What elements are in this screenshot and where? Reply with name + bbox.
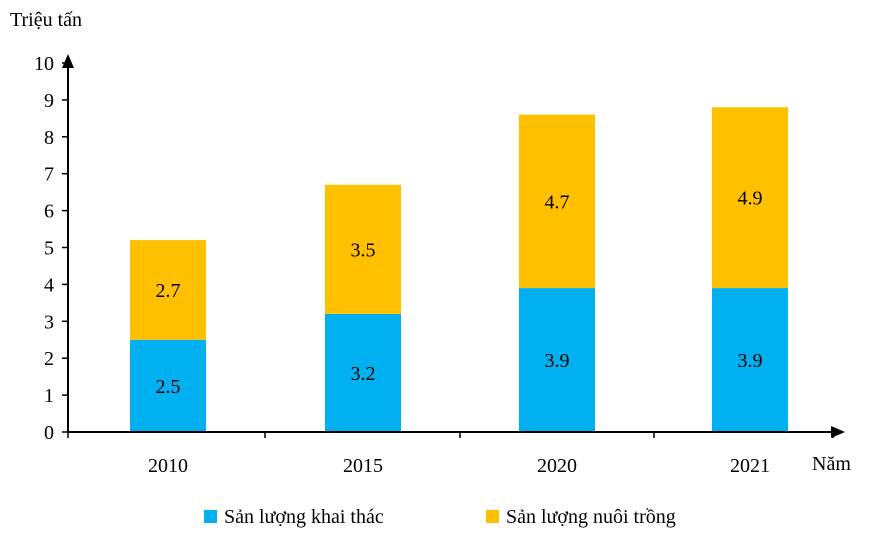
y-tick-label-2: 2 [44, 348, 54, 370]
bar-khai-thac-2015 [325, 313, 401, 432]
legend-label-khai-thac: Sản lượng khai thác [224, 506, 384, 528]
y-tick-label-9: 9 [44, 90, 54, 112]
legend-label-nuoi-trong: Sản lượng nuôi trồng [506, 506, 676, 528]
data-label-nuoi-trong-2010: 2.7 [156, 280, 181, 302]
bar-khai-thac-2020 [519, 288, 595, 432]
data-label-khai-thac-2010: 2.5 [156, 376, 181, 398]
bar-nuoi-trong-2015 [325, 184, 401, 314]
y-tick-label-1: 1 [44, 385, 54, 407]
y-tick-label-8: 8 [44, 127, 54, 149]
x-tick-label-2020: 2020 [537, 455, 577, 477]
y-axis-arrow [62, 54, 74, 68]
data-label-khai-thac-2021: 3.9 [738, 350, 763, 372]
legend-swatch-khai-thac [204, 510, 217, 523]
axes-layer: 0 1 2 3 4 5 6 7 8 9 10 2010 2015 2020 2021 [34, 53, 845, 477]
x-tick-label-2015: 2015 [343, 455, 383, 477]
bar-khai-thac-2010 [130, 339, 206, 432]
x-axis-arrow [831, 426, 845, 438]
bar-nuoi-trong-2020 [519, 114, 595, 289]
data-label-nuoi-trong-2020: 4.7 [545, 191, 570, 213]
y-tick-label-5: 5 [44, 238, 54, 260]
x-axis-title: Năm [812, 453, 851, 475]
data-label-khai-thac-2020: 3.9 [545, 350, 570, 372]
y-tick-label-6: 6 [44, 201, 54, 223]
y-tick-label-10: 10 [34, 53, 54, 75]
legend-swatch-nuoi-trong [486, 510, 499, 523]
bars-layer: 2.5 2.7 3.2 3.5 3.9 4.7 3.9 4.9 [130, 107, 788, 432]
data-label-nuoi-trong-2021: 4.9 [738, 188, 763, 210]
y-tick-label-4: 4 [44, 274, 54, 296]
y-tick-label-0: 0 [44, 422, 54, 444]
x-tick-label-2021: 2021 [730, 455, 770, 477]
x-tick-label-2010: 2010 [148, 455, 188, 477]
data-label-khai-thac-2015: 3.2 [351, 363, 376, 385]
bar-nuoi-trong-2010 [130, 240, 206, 340]
y-tick-label-3: 3 [44, 311, 54, 333]
y-tick-label-7: 7 [44, 164, 54, 186]
legend: Sản lượng khai thác Sản lượng nuôi trồng [204, 506, 676, 528]
y-axis-title: Triệu tấn [10, 9, 82, 31]
data-label-nuoi-trong-2015: 3.5 [351, 239, 376, 261]
bar-khai-thac-2021 [712, 288, 788, 432]
bar-nuoi-trong-2021 [712, 107, 788, 289]
